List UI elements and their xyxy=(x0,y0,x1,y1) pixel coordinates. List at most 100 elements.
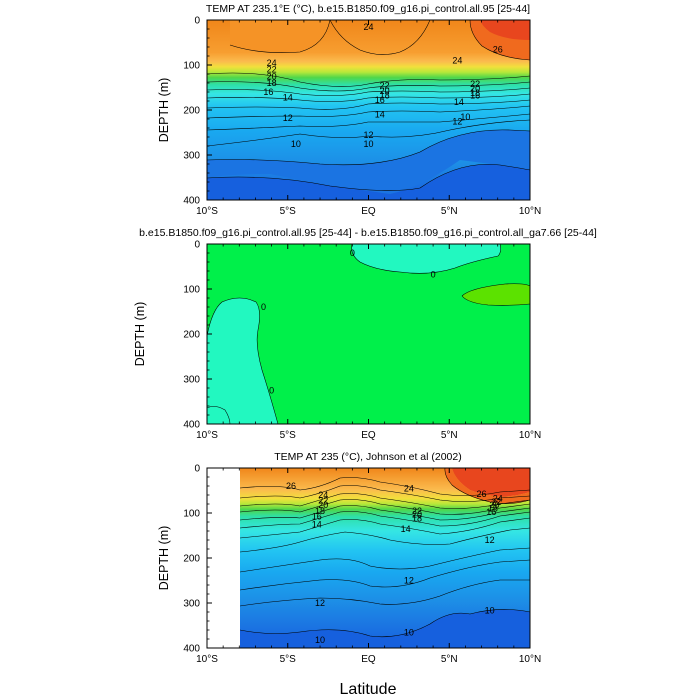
contour-label: 18 xyxy=(470,88,480,98)
x-tick-label: 10°S xyxy=(196,206,218,217)
contour-label: 20 xyxy=(470,83,480,93)
x-tick-label: EQ xyxy=(361,206,376,217)
contour-label: 14 xyxy=(401,524,411,534)
contour-label: 18 xyxy=(267,78,277,88)
contour-label: 22 xyxy=(267,65,277,75)
contour-label: 20 xyxy=(489,500,499,510)
contour-label: 10 xyxy=(404,627,414,637)
contour-label: 22 xyxy=(318,495,328,505)
x-tick-label: 5°N xyxy=(441,654,458,665)
contour-label: 10 xyxy=(363,139,373,149)
y-tick-label: 200 xyxy=(183,554,200,565)
panel-2-ylabel: DEPTH (m) xyxy=(133,302,147,367)
panel-1-title: TEMP AT 235.1°E (°C), b.e15.B1850.f09_g1… xyxy=(206,3,530,15)
contour-label: 12 xyxy=(363,130,373,140)
panel-3-field xyxy=(240,468,530,648)
contour-label: 24 xyxy=(318,490,328,500)
contour-label: 12 xyxy=(485,535,495,545)
contour-label: 16 xyxy=(375,95,385,105)
panel-1-contours xyxy=(207,20,530,191)
panel-1-field xyxy=(207,20,530,200)
contour-label: 26 xyxy=(477,489,487,499)
y-tick-label: 300 xyxy=(183,375,200,386)
contour-label: 24 xyxy=(363,22,373,32)
y-tick-label: 200 xyxy=(183,330,200,341)
contour-label: 14 xyxy=(454,97,464,107)
panel-3-title: TEMP AT 235 (°C), Johnson et al (2002) xyxy=(274,451,461,463)
panel-2-contour-labels: 0 0 0 0 xyxy=(261,248,436,395)
panel-2-field xyxy=(207,244,530,424)
panel-2: b.e15.B1850.f09_g16.pi_control.all.95 [2… xyxy=(133,227,597,441)
warm-pool-north-26 xyxy=(444,468,530,504)
contour-label: 10 xyxy=(485,606,495,616)
contour-label: 18 xyxy=(488,504,498,514)
x-tick-label: EQ xyxy=(361,430,376,441)
x-tick-label: 10°S xyxy=(196,430,218,441)
panel-3-ylabel: DEPTH (m) xyxy=(157,526,171,591)
contour-label: 10 xyxy=(460,112,470,122)
y-tick-label: 400 xyxy=(183,644,200,655)
contour-label: 12 xyxy=(315,598,325,608)
contour-label: 24 xyxy=(267,58,277,68)
y-tick-label: 0 xyxy=(194,240,200,251)
panel-2-xaxis: 10°S 5°S EQ 5°N 10°N xyxy=(196,244,541,441)
panel-3-xaxis: 10°S 5°S EQ 5°N 10°N xyxy=(196,468,541,665)
contour-label: 0 xyxy=(350,248,355,258)
x-tick-label: 10°N xyxy=(519,654,541,665)
panel-3-yaxis: 0 100 200 300 400 xyxy=(183,464,212,655)
contour-label: 16 xyxy=(486,507,496,517)
x-tick-label: EQ xyxy=(361,654,376,665)
contour-label: 16 xyxy=(470,91,480,101)
contour-label: 24 xyxy=(452,56,462,66)
contour-label: 18 xyxy=(315,506,325,516)
contour-label: 16 xyxy=(263,87,273,97)
panel-2-yaxis: 0 100 200 300 400 xyxy=(183,240,212,431)
contour-label: 0 xyxy=(431,270,436,280)
contour-label: 0 xyxy=(261,302,266,312)
contour-label: 12 xyxy=(452,116,462,126)
y-tick-label: 100 xyxy=(183,61,200,72)
contour-label: 22 xyxy=(491,497,501,507)
y-tick-label: 400 xyxy=(183,196,200,207)
negative-region-north xyxy=(351,244,501,274)
contour-label: 10 xyxy=(291,139,301,149)
x-tick-label: 10°N xyxy=(519,206,541,217)
contour-label: 22 xyxy=(412,506,422,516)
contour-label: 10 xyxy=(315,635,325,645)
y-tick-label: 300 xyxy=(183,151,200,162)
contour-label: 22 xyxy=(470,79,480,89)
panel-1: TEMP AT 235.1°E (°C), b.e15.B1850.f09_g1… xyxy=(157,3,541,217)
x-tick-label: 5°S xyxy=(280,206,297,217)
x-tick-label: 10°N xyxy=(519,430,541,441)
contour-label: 24 xyxy=(493,494,503,504)
contour-label: 12 xyxy=(404,576,414,586)
figure-xlabel: Latitude xyxy=(340,681,397,698)
contour-label: 16 xyxy=(312,512,322,522)
panel-3: TEMP AT 235 (°C), Johnson et al (2002) xyxy=(157,451,541,665)
contour-label: 20 xyxy=(380,86,390,96)
panel-3-contours xyxy=(240,468,530,638)
contour-label: 20 xyxy=(267,71,277,81)
y-tick-label: 0 xyxy=(194,16,200,27)
contour-label: 18 xyxy=(380,91,390,101)
negative-corner xyxy=(207,406,230,424)
warm-core-south xyxy=(230,20,330,53)
warm-pool-north-28 xyxy=(452,468,530,497)
x-tick-label: 5°S xyxy=(280,654,297,665)
positive-band-east xyxy=(462,283,530,306)
panel-1-yaxis: 0 100 200 300 400 xyxy=(183,16,212,207)
contour-label: 12 xyxy=(283,113,293,123)
panel-2-contours xyxy=(207,244,530,424)
cold-bottom-pool xyxy=(240,609,530,648)
x-tick-label: 5°N xyxy=(441,206,458,217)
x-tick-label: 10°S xyxy=(196,654,218,665)
y-tick-label: 100 xyxy=(183,285,200,296)
contour-label: 0 xyxy=(269,385,274,395)
y-tick-label: 200 xyxy=(183,106,200,117)
contour-label: 14 xyxy=(312,519,322,529)
contour-label: 14 xyxy=(375,110,385,120)
x-tick-label: 5°N xyxy=(441,430,458,441)
panel-1-xaxis: 10°S 5°S EQ 5°N 10°N xyxy=(196,20,541,217)
contour-label: 26 xyxy=(286,481,296,491)
